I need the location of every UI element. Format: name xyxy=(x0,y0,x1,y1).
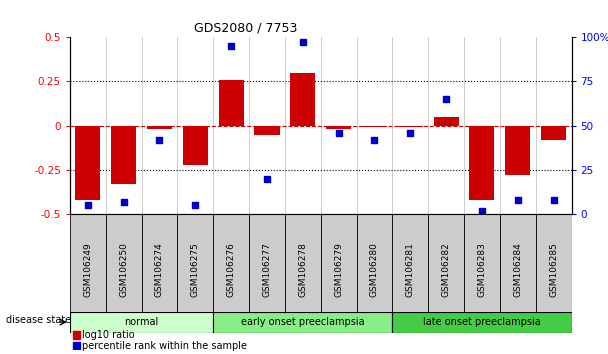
Point xyxy=(119,199,128,205)
Bar xyxy=(541,126,566,140)
Bar xyxy=(392,312,572,333)
Text: late onset preeclampsia: late onset preeclampsia xyxy=(423,317,541,327)
Bar xyxy=(73,342,80,349)
Bar xyxy=(70,214,106,326)
Point xyxy=(190,202,200,208)
Text: log10 ratio: log10 ratio xyxy=(82,330,135,340)
Bar xyxy=(142,214,178,326)
Bar xyxy=(147,126,172,129)
Bar xyxy=(505,126,530,175)
Bar xyxy=(392,214,428,326)
Point xyxy=(154,137,164,143)
Text: disease state: disease state xyxy=(6,315,71,325)
Bar xyxy=(362,126,387,127)
Point xyxy=(441,96,451,102)
Point xyxy=(406,130,415,136)
Point xyxy=(549,197,559,203)
Text: GSM106277: GSM106277 xyxy=(263,242,272,297)
Bar xyxy=(111,126,136,184)
Bar xyxy=(536,214,572,326)
Bar xyxy=(183,126,208,165)
Bar xyxy=(290,73,316,126)
Text: GSM106274: GSM106274 xyxy=(155,242,164,297)
Point xyxy=(298,40,308,45)
Bar xyxy=(254,126,280,135)
Bar xyxy=(178,214,213,326)
Bar xyxy=(285,214,321,326)
Bar xyxy=(434,117,458,126)
Text: GSM106285: GSM106285 xyxy=(549,242,558,297)
Bar xyxy=(219,80,244,126)
Text: percentile rank within the sample: percentile rank within the sample xyxy=(82,341,247,351)
Bar xyxy=(356,214,392,326)
Bar xyxy=(469,126,494,200)
Point xyxy=(370,137,379,143)
Text: GSM106276: GSM106276 xyxy=(227,242,236,297)
Point xyxy=(334,130,344,136)
Bar xyxy=(213,214,249,326)
Text: GSM106284: GSM106284 xyxy=(513,242,522,297)
Bar xyxy=(106,214,142,326)
Text: GSM106250: GSM106250 xyxy=(119,242,128,297)
Point xyxy=(513,197,523,203)
Point xyxy=(226,43,236,49)
Point xyxy=(262,176,272,182)
Bar xyxy=(70,312,213,333)
Bar xyxy=(398,126,423,127)
Text: GSM106278: GSM106278 xyxy=(299,242,307,297)
Text: GSM106282: GSM106282 xyxy=(441,242,451,297)
Text: GSM106279: GSM106279 xyxy=(334,242,343,297)
Bar xyxy=(464,214,500,326)
Bar xyxy=(249,214,285,326)
Bar xyxy=(321,214,356,326)
Bar xyxy=(213,312,392,333)
Bar xyxy=(428,214,464,326)
Point xyxy=(477,208,487,213)
Text: early onset preeclampsia: early onset preeclampsia xyxy=(241,317,365,327)
Text: normal: normal xyxy=(125,317,159,327)
Text: GSM106275: GSM106275 xyxy=(191,242,200,297)
Title: GDS2080 / 7753: GDS2080 / 7753 xyxy=(194,22,297,35)
Bar xyxy=(326,126,351,129)
Text: GSM106281: GSM106281 xyxy=(406,242,415,297)
Text: GSM106283: GSM106283 xyxy=(477,242,486,297)
Text: GSM106249: GSM106249 xyxy=(83,242,92,297)
Text: GSM106280: GSM106280 xyxy=(370,242,379,297)
Point xyxy=(83,202,92,208)
Bar xyxy=(75,126,100,200)
Bar xyxy=(500,214,536,326)
Bar xyxy=(73,331,80,339)
